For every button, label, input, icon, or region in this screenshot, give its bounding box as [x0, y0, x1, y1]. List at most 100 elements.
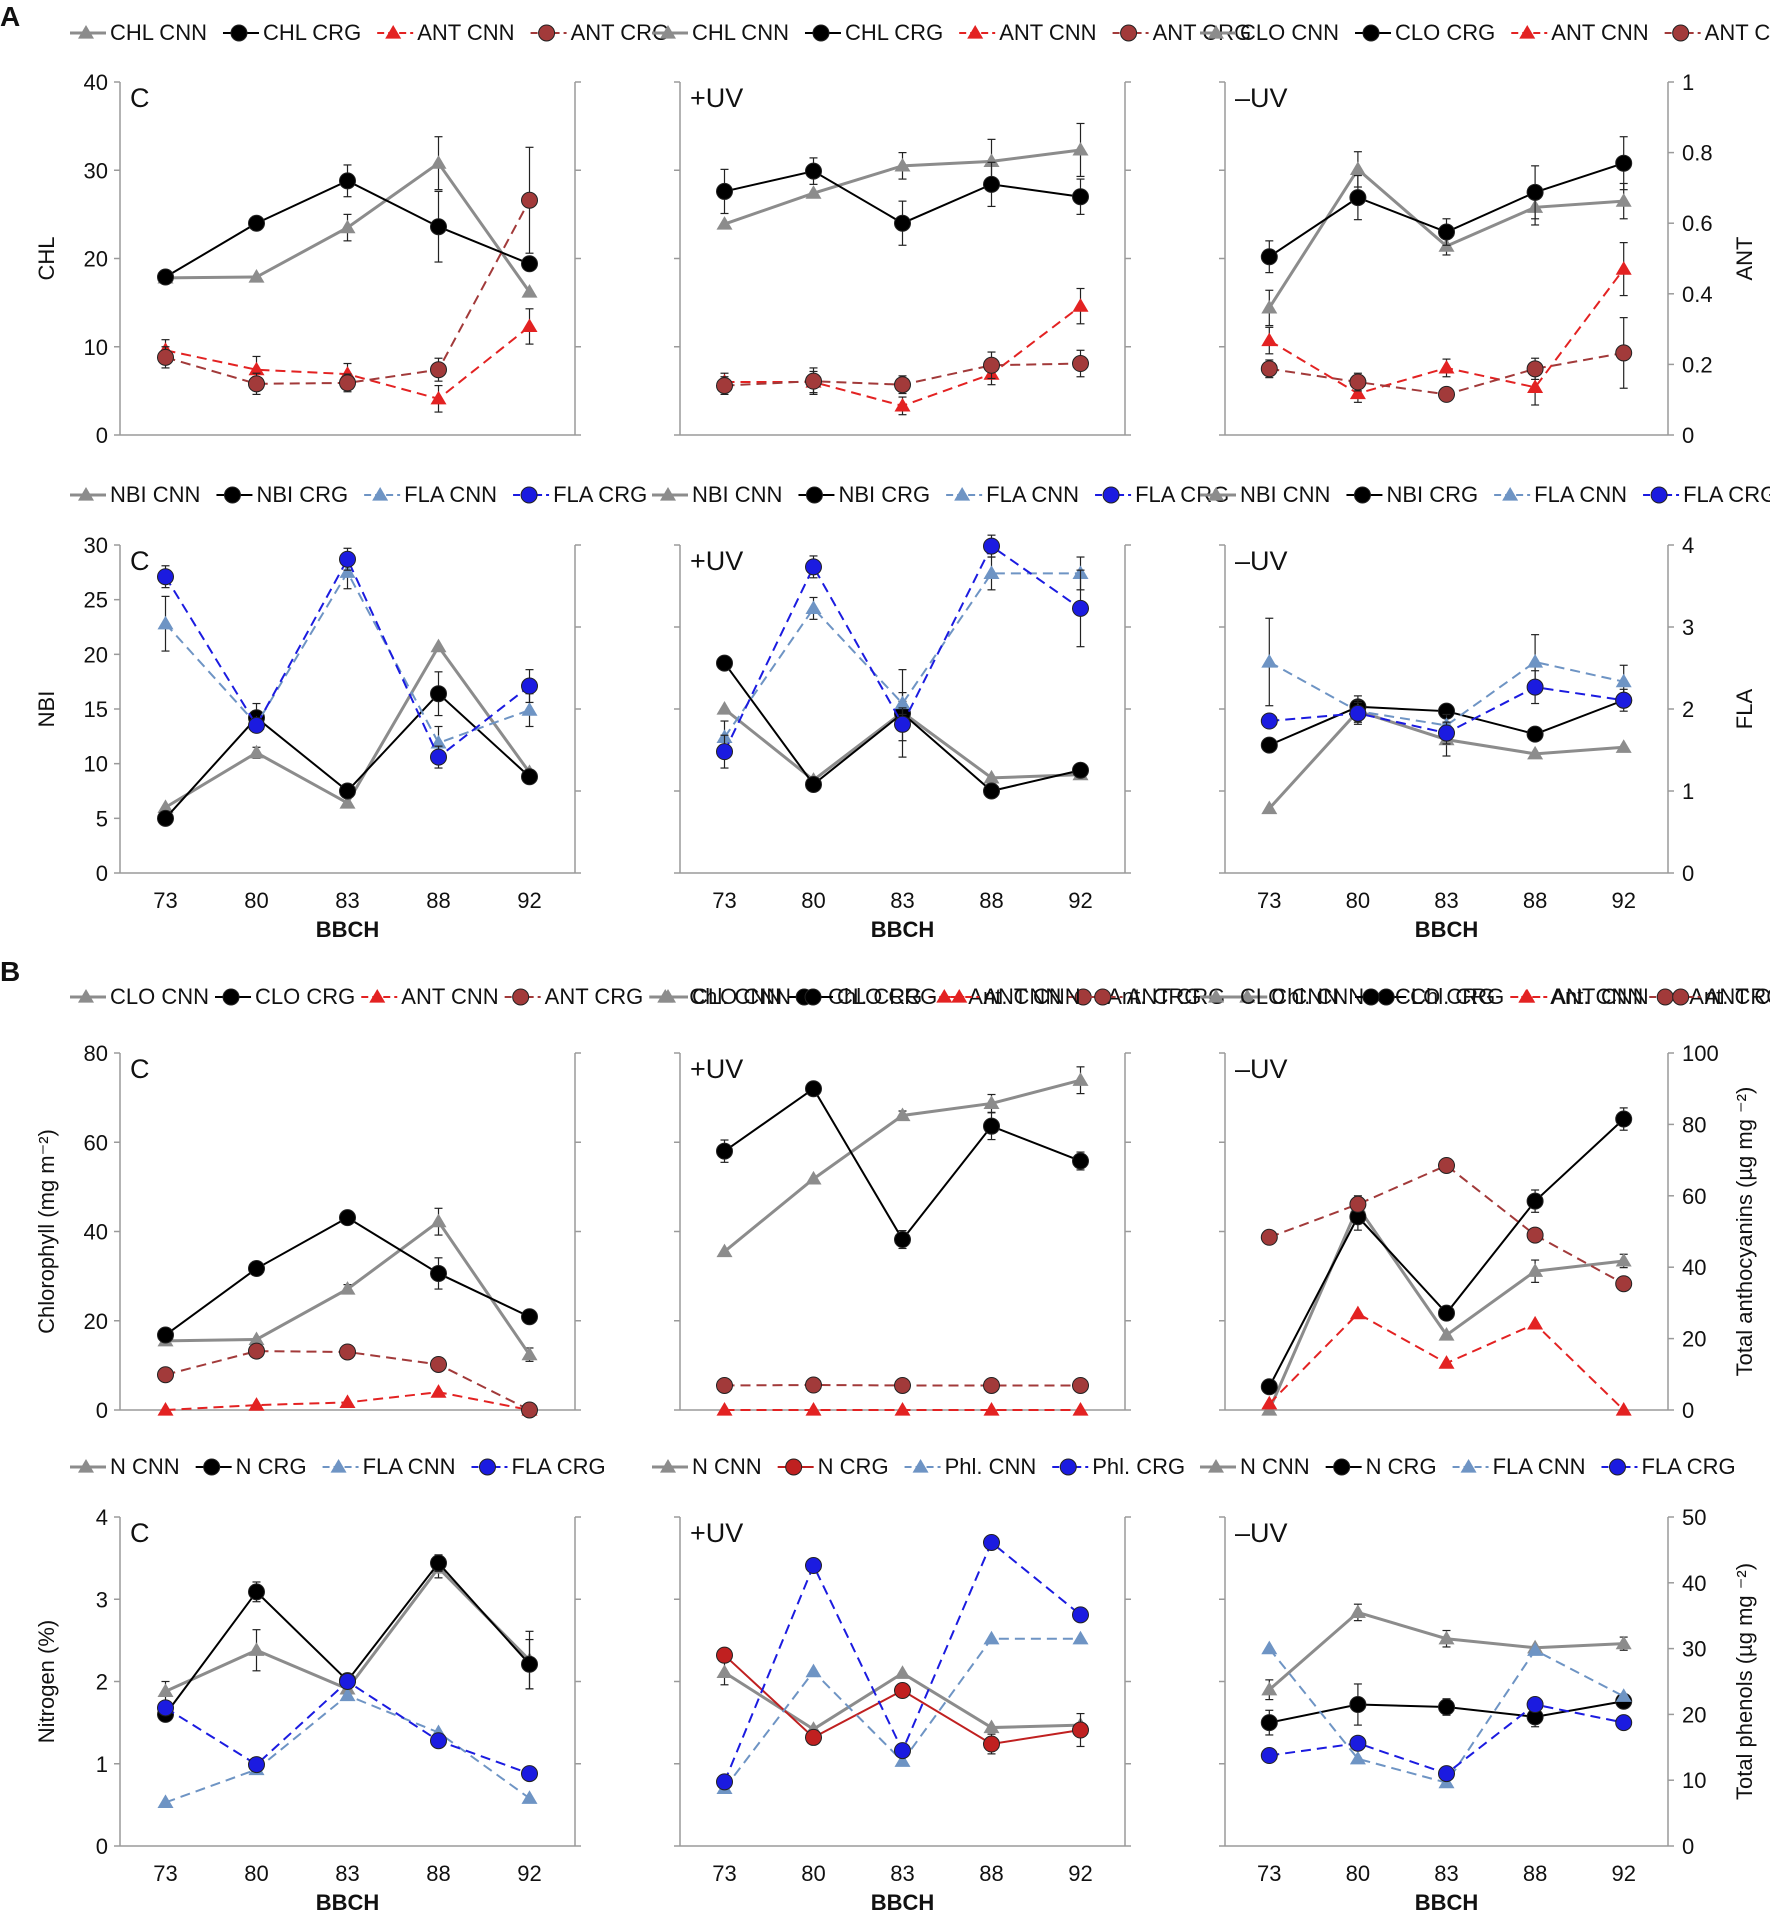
legend-label: ANT CNN [417, 20, 514, 45]
legend-label: NBI CNN [110, 482, 200, 507]
series-phl-crg [716, 1533, 1089, 1791]
data-point [248, 716, 265, 734]
right-axis-title: FLA [1732, 689, 1757, 730]
right-tick-label: 40 [1682, 1571, 1706, 1596]
x-axis-title: BBCH [1415, 1890, 1479, 1915]
data-point [1615, 193, 1632, 207]
data-point [1072, 1376, 1089, 1394]
data-point [1260, 1714, 1278, 1732]
data-point [339, 1209, 356, 1227]
data-point [1349, 161, 1366, 175]
x-tick-label: 92 [517, 888, 541, 913]
data-point [805, 1663, 822, 1678]
legend-marker [1208, 487, 1224, 501]
data-point [894, 715, 911, 733]
legend-label: N CRG [236, 1454, 307, 1479]
chart-panel-b6: 0 10 20 30 40 50 73 80 83 88 92 BBCH Total phenols (… [1200, 1454, 1757, 1915]
right-tick-label: 0.8 [1682, 141, 1713, 166]
x-tick-label: 83 [1434, 1861, 1458, 1886]
x-tick-label: 88 [426, 1861, 450, 1886]
data-point [339, 1281, 356, 1295]
legend-marker [538, 24, 556, 42]
data-point [1349, 1195, 1367, 1213]
data-point [1072, 1630, 1089, 1645]
data-point [339, 1673, 356, 1690]
data-point [430, 1355, 447, 1373]
series-phl-cnn [716, 1630, 1089, 1795]
legend-label: CLO CRG [1395, 984, 1495, 1009]
chart-panel-b3: 0 20 40 60 80 100 Total anthocyanins (µg mg ⁻²… [1200, 984, 1770, 1423]
right-tick-label: 0 [1682, 1398, 1694, 1423]
data-point [805, 1557, 822, 1575]
x-tick-label: 92 [1068, 1861, 1092, 1886]
legend-marker [1502, 487, 1519, 501]
right-tick-label: 20 [1682, 1702, 1706, 1727]
data-point [1438, 359, 1455, 374]
panel-label: –UV [1235, 546, 1288, 576]
data-point [157, 1699, 174, 1717]
data-point [1438, 724, 1455, 742]
data-point [157, 1326, 174, 1344]
data-point [248, 214, 265, 232]
x-tick-label: 88 [1523, 1861, 1547, 1886]
data-point [248, 1756, 265, 1774]
series-fla-crg [157, 547, 538, 769]
right-tick-label: 0 [1682, 1834, 1694, 1859]
left-tick-label: 20 [84, 642, 108, 667]
data-point [1615, 1688, 1632, 1702]
x-tick-label: 92 [1068, 888, 1092, 913]
legend-label: Ant. CRG [1107, 984, 1201, 1009]
data-point [521, 191, 538, 209]
panel-label: +UV [690, 1054, 743, 1084]
right-tick-label: 60 [1682, 1184, 1706, 1209]
series-line [165, 1694, 531, 1804]
panel-label: +UV [690, 83, 743, 113]
data-point [430, 685, 447, 703]
data-point [894, 1402, 911, 1416]
left-tick-label: 20 [84, 247, 108, 272]
data-point [983, 537, 1000, 555]
legend: N CNN N CRG FLA CNN FLA CRG [70, 1454, 606, 1479]
data-point [248, 1331, 265, 1346]
legend-label: Chl. CRG [1410, 984, 1504, 1009]
data-point [430, 1384, 447, 1398]
data-point [716, 1243, 733, 1258]
data-point [248, 1260, 265, 1278]
data-point [983, 565, 1000, 580]
legend-marker [805, 486, 823, 504]
data-point [1072, 1072, 1089, 1086]
legend-marker [1353, 486, 1371, 504]
legend-label: ANT CNN [401, 984, 498, 1009]
legend-label: CLO CNN [110, 984, 209, 1009]
right-tick-label: 3 [1682, 615, 1694, 640]
series-ant-cnn [716, 287, 1089, 416]
legend-label: NBI CRG [256, 482, 348, 507]
series-chl-crg [716, 1080, 1089, 1250]
legend-marker [1672, 24, 1690, 42]
legend-label: Chl. CRG [828, 984, 922, 1009]
data-point [1527, 1263, 1544, 1277]
data-point [1349, 373, 1367, 391]
data-point [1526, 360, 1544, 378]
data-point [716, 1142, 733, 1160]
data-point [716, 1664, 733, 1679]
x-tick-label: 83 [890, 888, 914, 913]
data-point [339, 219, 356, 234]
data-point [521, 1765, 538, 1783]
legend-marker [203, 1458, 221, 1476]
data-point [339, 1394, 356, 1409]
legend-label: N CNN [1240, 1454, 1310, 1479]
left-tick-label: 5 [96, 806, 108, 831]
legend-label: CHL CNN [110, 20, 207, 45]
data-point [894, 157, 911, 172]
data-point [1438, 1698, 1455, 1716]
data-point [1261, 1681, 1278, 1696]
x-tick-label: 80 [1346, 888, 1370, 913]
data-point [805, 162, 822, 180]
legend-label: ANT CRG [1705, 984, 1770, 1009]
data-point [716, 216, 733, 230]
right-tick-label: 80 [1682, 1112, 1706, 1137]
x-tick-label: 88 [979, 1861, 1003, 1886]
legend-label: N CRG [818, 1454, 889, 1479]
